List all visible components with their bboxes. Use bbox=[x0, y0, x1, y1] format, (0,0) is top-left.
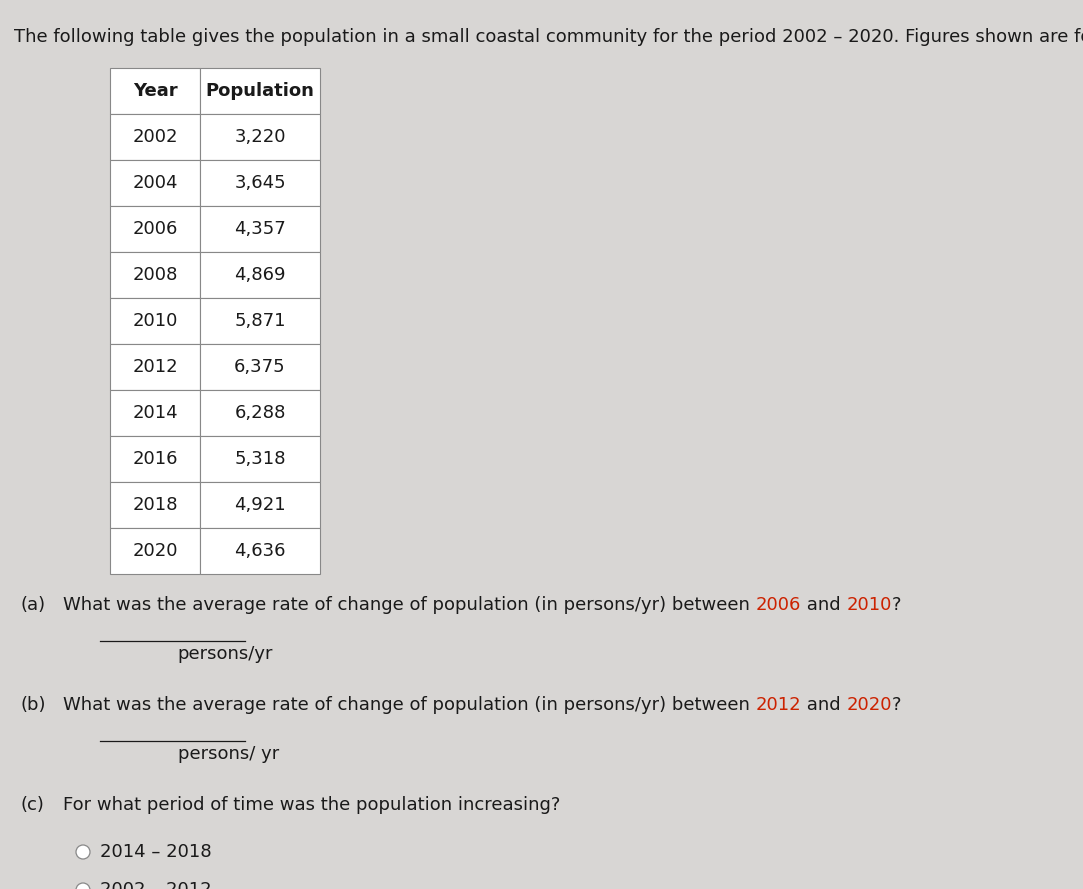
Text: 4,357: 4,357 bbox=[234, 220, 286, 238]
Bar bbox=[200, 390, 319, 436]
Text: 3,220: 3,220 bbox=[234, 128, 286, 146]
Bar bbox=[200, 344, 319, 390]
Text: 2010: 2010 bbox=[132, 312, 178, 330]
Bar bbox=[110, 160, 200, 206]
Text: and: and bbox=[801, 596, 847, 614]
Bar bbox=[200, 436, 319, 482]
Text: 2008: 2008 bbox=[132, 266, 178, 284]
Text: 2010: 2010 bbox=[847, 596, 891, 614]
Bar bbox=[200, 528, 319, 574]
Bar bbox=[200, 160, 319, 206]
Text: 2014 – 2018: 2014 – 2018 bbox=[100, 843, 211, 861]
Text: What was the average rate of change of population (in persons/yr) between: What was the average rate of change of p… bbox=[63, 596, 756, 614]
Text: The following table gives the population in a small coastal community for the pe: The following table gives the population… bbox=[14, 28, 1083, 46]
Text: (c): (c) bbox=[19, 796, 44, 814]
Bar bbox=[110, 114, 200, 160]
Text: ?: ? bbox=[891, 596, 901, 614]
Text: 4,636: 4,636 bbox=[234, 542, 286, 560]
Text: Population: Population bbox=[206, 82, 314, 100]
Text: 2016: 2016 bbox=[132, 450, 178, 468]
Bar bbox=[110, 206, 200, 252]
Text: For what period of time was the population increasing?: For what period of time was the populati… bbox=[63, 796, 560, 814]
Bar bbox=[110, 252, 200, 298]
Bar bbox=[200, 482, 319, 528]
Text: and: and bbox=[801, 696, 847, 714]
Text: ?: ? bbox=[892, 696, 902, 714]
Text: What was the average rate of change of population (in persons/yr) between: What was the average rate of change of p… bbox=[63, 696, 756, 714]
Bar bbox=[110, 344, 200, 390]
Text: persons/yr: persons/yr bbox=[178, 645, 273, 663]
Text: 2006: 2006 bbox=[132, 220, 178, 238]
Text: 2006: 2006 bbox=[756, 596, 801, 614]
Text: Year: Year bbox=[133, 82, 178, 100]
Text: persons/ yr: persons/ yr bbox=[178, 745, 278, 763]
Text: 2020: 2020 bbox=[132, 542, 178, 560]
Bar bbox=[110, 298, 200, 344]
Bar bbox=[200, 68, 319, 114]
Text: 2012: 2012 bbox=[132, 358, 178, 376]
Text: 4,921: 4,921 bbox=[234, 496, 286, 514]
Text: 4,869: 4,869 bbox=[234, 266, 286, 284]
Circle shape bbox=[76, 845, 90, 859]
Text: 3,645: 3,645 bbox=[234, 174, 286, 192]
Bar bbox=[110, 482, 200, 528]
Text: 2004: 2004 bbox=[132, 174, 178, 192]
Text: 5,871: 5,871 bbox=[234, 312, 286, 330]
Text: (b): (b) bbox=[19, 696, 45, 714]
Bar bbox=[110, 390, 200, 436]
Bar bbox=[200, 298, 319, 344]
Text: 2020: 2020 bbox=[847, 696, 892, 714]
Bar bbox=[200, 206, 319, 252]
Text: 2002: 2002 bbox=[132, 128, 178, 146]
Bar bbox=[110, 68, 200, 114]
Bar bbox=[110, 436, 200, 482]
Text: 2002 – 2012: 2002 – 2012 bbox=[100, 881, 211, 889]
Text: 6,375: 6,375 bbox=[234, 358, 286, 376]
Text: 2012: 2012 bbox=[756, 696, 801, 714]
Text: 2014: 2014 bbox=[132, 404, 178, 422]
Bar bbox=[200, 114, 319, 160]
Text: (a): (a) bbox=[19, 596, 45, 614]
Bar bbox=[200, 252, 319, 298]
Text: 5,318: 5,318 bbox=[234, 450, 286, 468]
Text: 2018: 2018 bbox=[132, 496, 178, 514]
Circle shape bbox=[76, 883, 90, 889]
Text: 6,288: 6,288 bbox=[234, 404, 286, 422]
Bar bbox=[110, 528, 200, 574]
